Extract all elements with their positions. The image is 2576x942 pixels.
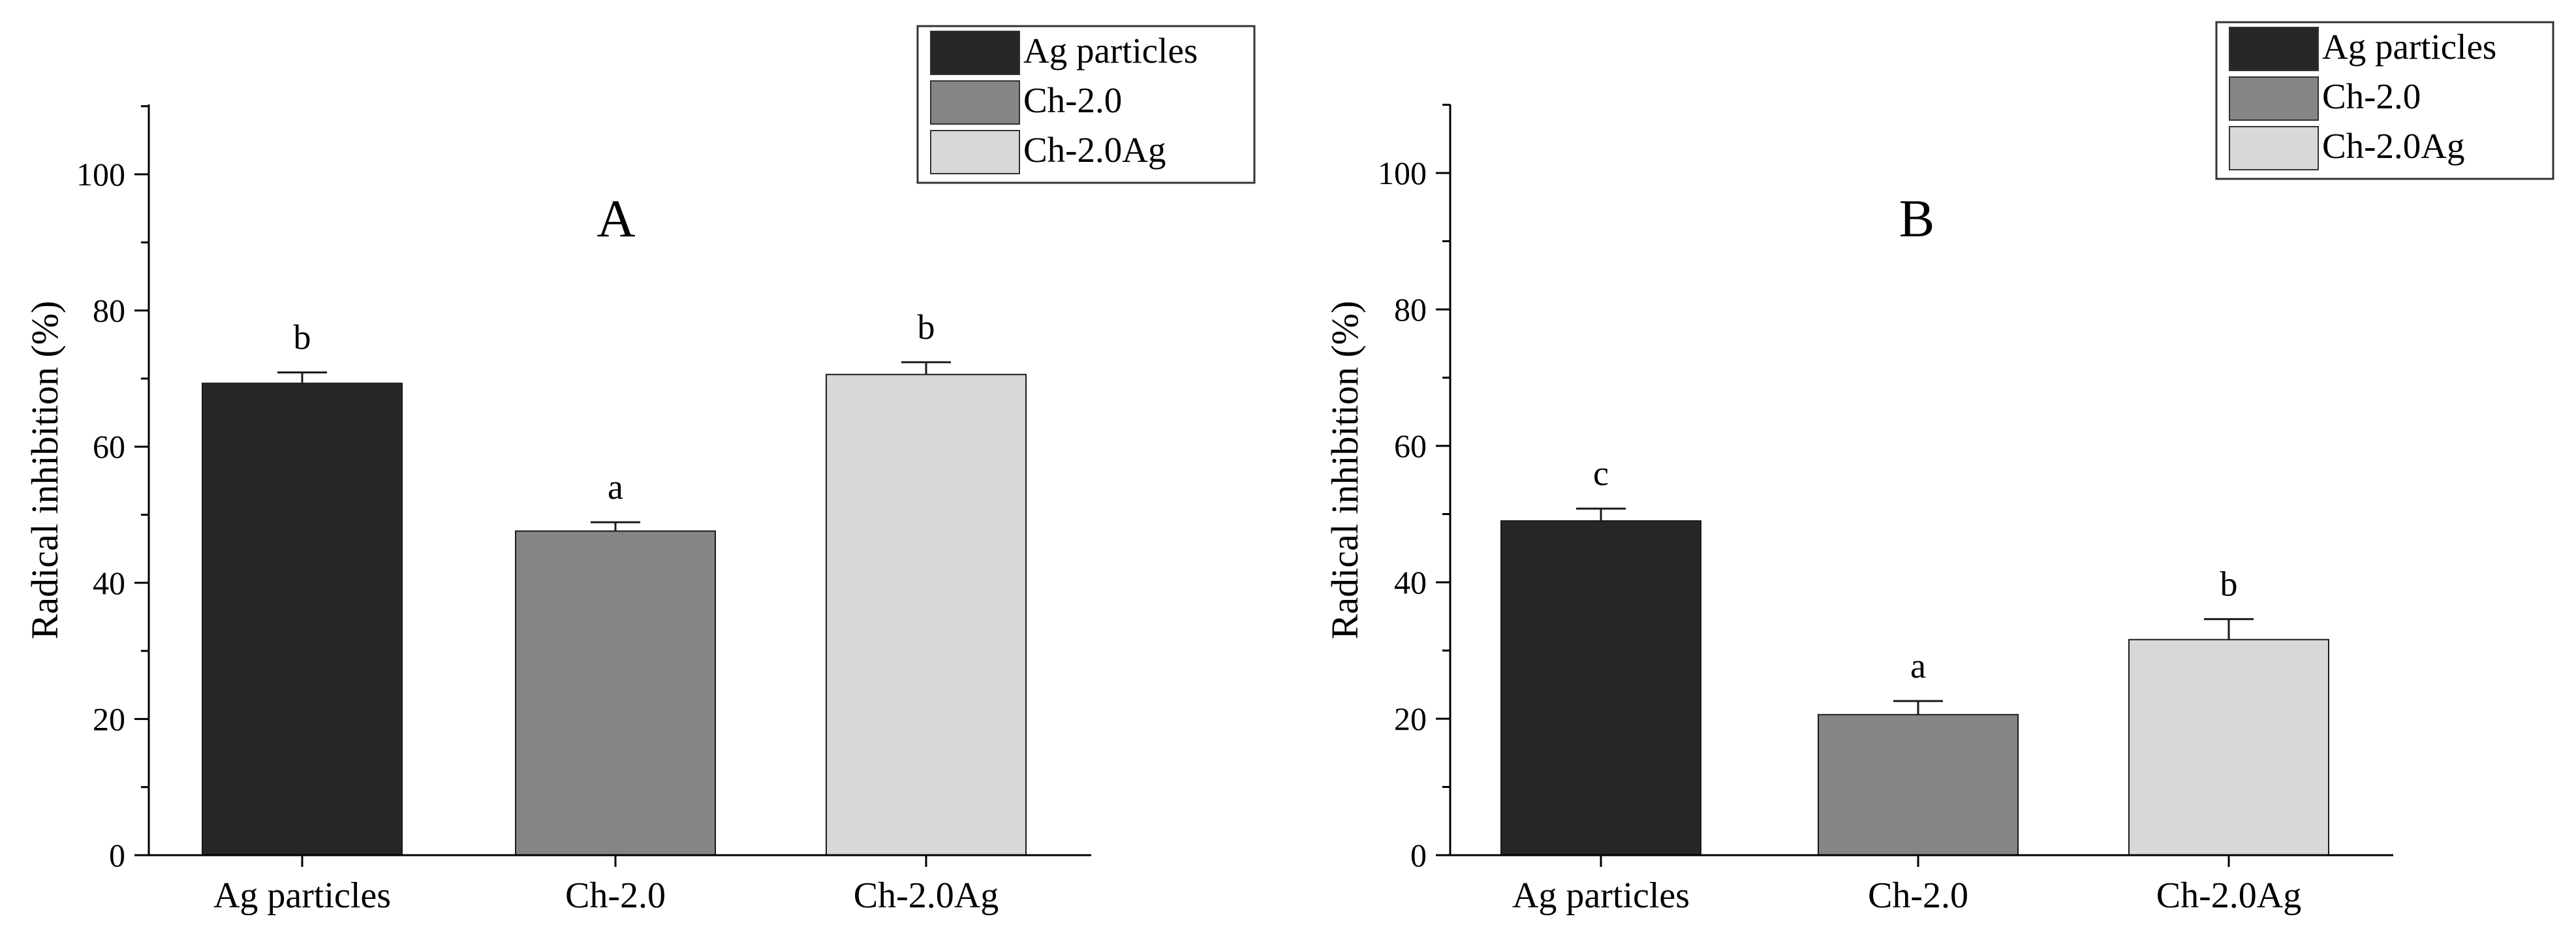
x-tick-label: Ch-2.0 — [565, 875, 666, 916]
legend-swatch — [930, 31, 1020, 75]
x-tick-label: Ch-2.0Ag — [2156, 875, 2301, 916]
legend-label: Ag particles — [1023, 31, 1198, 71]
y-tick-label: 20 — [93, 700, 125, 737]
legend-swatch — [930, 80, 1020, 125]
significance-label: b — [918, 307, 935, 347]
bar-ag-particles — [1500, 520, 1701, 856]
y-tick-label: 40 — [93, 565, 125, 601]
legend-swatch — [930, 130, 1020, 174]
legend: Ag particles Ch-2.0 Ch-2.0Ag — [916, 25, 1256, 184]
y-tick-label: 0 — [109, 837, 125, 873]
y-tick-label: 60 — [93, 428, 125, 465]
significance-label: a — [1910, 646, 1926, 685]
y-tick-label: 100 — [1378, 155, 1427, 191]
legend-label: Ch-2.0Ag — [1023, 130, 1166, 170]
legend-swatch — [2229, 76, 2319, 121]
significance-label: b — [294, 318, 311, 357]
y-axis-label: Radical inhibition (%) — [1324, 301, 1366, 640]
panel-title: B — [1899, 189, 1935, 248]
y-tick-label: 40 — [1394, 564, 1427, 601]
y-tick-label: 100 — [76, 156, 125, 193]
legend-label: Ag particles — [2322, 27, 2496, 67]
significance-label: b — [2220, 564, 2238, 603]
legend-swatch — [2229, 27, 2319, 71]
bar-ch-2-0ag — [826, 373, 1027, 856]
x-tick-label: Ch-2.0 — [1868, 875, 1968, 916]
y-axis-label: Radical inhibition (%) — [23, 301, 66, 640]
panel-b: c Ag particles a Ch-2.0 b Ch-2.0Ag 0 20 40 60 80 10… — [1324, 21, 2554, 916]
x-tick-label: Ag particles — [213, 875, 391, 916]
bar-ch-2-0 — [1818, 714, 2019, 856]
y-tick-label: 80 — [93, 292, 125, 329]
panel-title: A — [597, 189, 635, 248]
y-tick-label: 80 — [1394, 291, 1427, 328]
significance-label: a — [608, 467, 623, 507]
significance-label: c — [1593, 454, 1609, 493]
x-tick-label: Ag particles — [1512, 875, 1690, 916]
x-tick-label: Ch-2.0Ag — [854, 875, 999, 916]
y-tick-label: 20 — [1394, 700, 1427, 737]
panel-a: b Ag particles a Ch-2.0 b Ch-2.0Ag 0 20 40 60 80 10… — [23, 25, 1256, 916]
legend: Ag particles Ch-2.0 Ch-2.0Ag — [2215, 21, 2554, 180]
bar-ch-2-0ag — [2128, 638, 2329, 856]
legend-label: Ch-2.0 — [2322, 76, 2421, 116]
y-tick-label: 0 — [1410, 837, 1427, 873]
legend-label: Ch-2.0 — [1023, 80, 1122, 120]
legend-label: Ch-2.0Ag — [2322, 126, 2464, 166]
y-tick-label: 60 — [1394, 428, 1427, 464]
bar-ag-particles — [202, 383, 403, 856]
bar-ch-2-0 — [515, 530, 716, 856]
legend-swatch — [2229, 126, 2319, 170]
